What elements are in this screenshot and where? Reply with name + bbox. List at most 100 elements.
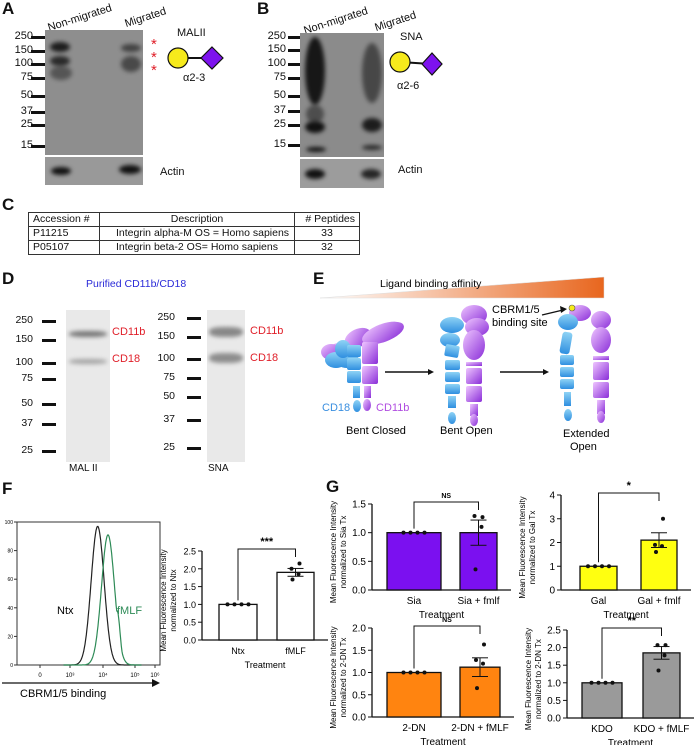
marker-label: 37: [163, 413, 175, 425]
band-label-cd11b-malii: CD11b: [112, 326, 146, 338]
histogram-curve-fmlf: [63, 534, 142, 666]
marker-label: 50: [20, 89, 33, 101]
category-label: Gal + fmlf: [637, 596, 680, 607]
marker-bar: [42, 378, 56, 381]
category-label: Ntx: [231, 646, 245, 656]
category-label: 2-DN + fMLF: [451, 723, 509, 734]
marker-label: 75: [20, 71, 33, 83]
data-point: [422, 670, 427, 675]
marker-label: 150: [157, 330, 175, 342]
state-label-bent-closed: Bent Closed: [346, 425, 406, 437]
y-axis-label-line1: Mean Fluorescence Intensity: [518, 496, 527, 598]
panel-label-c: C: [2, 195, 15, 214]
x-tick-label: 10³: [66, 673, 75, 679]
marker-bar: [31, 50, 45, 53]
marker-bar: [288, 77, 302, 80]
category-label: Sia + fmlf: [458, 596, 500, 607]
lane-label-sna: SNA: [208, 463, 229, 474]
marker-bar: [31, 77, 45, 80]
x-axis-label: Treatment: [245, 660, 286, 670]
band-label-cd11b-sna: CD11b: [250, 325, 284, 337]
y-tick-label: 2.5: [183, 547, 196, 557]
marker-label: 15: [273, 138, 286, 150]
table-row: P05107 Integrin beta-2 OS= Homo sapiens …: [28, 240, 360, 255]
marker-label: 100: [267, 57, 286, 69]
bar-gal-fmlf: [640, 539, 678, 591]
significance-bracket: [413, 501, 479, 529]
significance-bracket: [598, 492, 660, 563]
y-axis-label-line2: normalized to 2-DN Tx: [339, 638, 348, 718]
y-tick-label: 1.0: [352, 528, 366, 539]
marker-bar: [187, 317, 201, 320]
y-axis-label-line2: normalized to Gal Tx: [528, 511, 537, 585]
cell-accession: P05107: [28, 240, 100, 255]
significance-label: *: [627, 480, 632, 492]
data-point: [586, 564, 590, 569]
western-blot-sna: [300, 33, 384, 157]
x-tick-label: 0: [38, 673, 42, 679]
data-point: [239, 602, 244, 607]
arrow-icon: [500, 369, 549, 375]
glycan-galactose-sialic-acid-a26-icon: [389, 51, 443, 76]
binding-site-dot: [568, 304, 576, 312]
marker-label: 250: [15, 314, 33, 326]
y-tick-label: 0.0: [352, 586, 366, 597]
marker-label: 150: [267, 43, 286, 55]
significance-label: NS: [442, 617, 452, 624]
bent-closed-integrin-icon: [321, 321, 404, 412]
panel-label-g: G: [326, 477, 340, 496]
chain-label-cd18: CD18: [322, 402, 350, 414]
marker-bar: [42, 423, 56, 426]
bar-kdo: [581, 682, 623, 719]
y-axis-label-line2: normalized to Ntx: [169, 569, 178, 631]
significance-label: **: [627, 615, 636, 627]
category-label: KDO + fMLF: [634, 724, 690, 735]
star-1: *: [151, 36, 157, 53]
y-tick-label: 3: [549, 514, 555, 525]
bar-fmlf: [276, 571, 315, 641]
category-label: 2-DN: [402, 723, 425, 734]
star-3: *: [151, 62, 157, 79]
data-point: [656, 668, 661, 673]
western-blot-malii: [45, 30, 143, 155]
arrowhead-icon: [152, 679, 160, 687]
y-tick-label: 1.0: [183, 600, 196, 610]
marker-bar: [42, 450, 56, 453]
y-tick-label: 0.5: [547, 696, 561, 707]
marker-bar: [42, 320, 56, 323]
data-point: [473, 567, 478, 572]
marker-label: 50: [273, 89, 286, 101]
series-label-ntx: Ntx: [57, 605, 74, 617]
y-tick-label: 0.0: [352, 713, 366, 724]
panel-label-e: E: [313, 269, 325, 288]
data-point: [661, 516, 665, 521]
x-tick-label: 10⁴: [98, 672, 108, 679]
marker-bar: [288, 63, 302, 66]
marker-label: 250: [157, 311, 175, 323]
y-tick-label: 60: [7, 577, 13, 583]
bent-open-integrin-icon: [440, 305, 489, 426]
y-tick-label: 2.0: [547, 643, 561, 654]
x-axis-label: CBRM1/5 binding: [20, 688, 106, 700]
marker-label: 150: [14, 44, 33, 56]
data-point: [297, 561, 302, 566]
y-axis-label-line1: Mean Fluorescence Intensity: [159, 549, 168, 651]
data-point: [479, 524, 484, 529]
data-point: [408, 530, 413, 535]
x-axis-label: Treatment: [420, 737, 465, 745]
data-point: [289, 566, 294, 571]
affinity-gradient-triangle: [319, 276, 605, 299]
panel-label-a: A: [2, 0, 15, 18]
marker-bar: [31, 124, 45, 127]
state-label-open: Open: [570, 441, 597, 453]
marker-bar: [187, 336, 201, 339]
x-tick-label: 10⁵: [130, 672, 140, 679]
marker-label: 50: [163, 390, 175, 402]
marker-bar: [187, 377, 201, 380]
header-accession: Accession #: [28, 212, 100, 227]
data-point: [653, 542, 657, 547]
marker-label: 100: [157, 352, 175, 364]
y-tick-label: 4: [549, 491, 555, 502]
